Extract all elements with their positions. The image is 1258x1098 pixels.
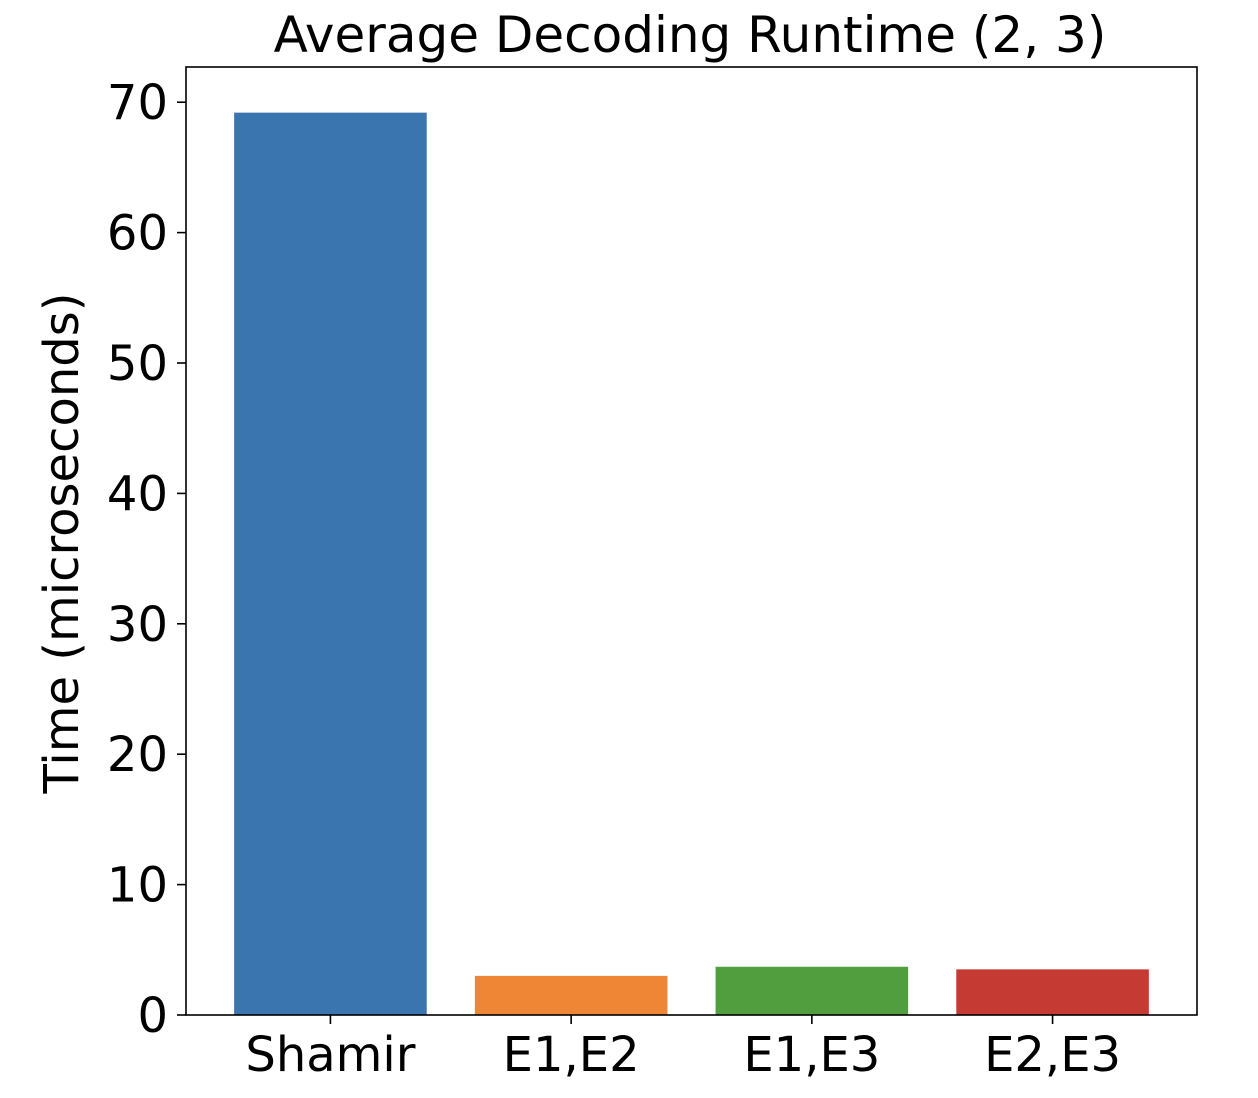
bar-shamir bbox=[234, 112, 427, 1015]
y-axis-label: Time (microseconds) bbox=[34, 293, 90, 795]
y-tick-label: 30 bbox=[107, 597, 168, 653]
bar-e2-e3 bbox=[956, 969, 1149, 1015]
bar-e1-e3 bbox=[715, 966, 909, 1015]
y-axis-ticks: 0 10 20 30 40 50 60 70 bbox=[107, 75, 186, 1044]
y-tick-label: 10 bbox=[107, 858, 168, 914]
x-tick-label: E1,E2 bbox=[503, 1027, 640, 1083]
x-tick-label: Shamir bbox=[245, 1027, 415, 1083]
chart-title: Average Decoding Runtime (2, 3) bbox=[274, 6, 1107, 64]
bar-e1-e2 bbox=[474, 975, 668, 1015]
x-tick-label: E2,E3 bbox=[984, 1027, 1121, 1083]
y-tick-label: 40 bbox=[107, 466, 168, 522]
y-tick-label: 70 bbox=[107, 75, 168, 131]
plot-frame bbox=[185, 66, 1198, 1016]
y-tick-label: 0 bbox=[137, 988, 168, 1044]
y-tick-label: 20 bbox=[107, 727, 168, 783]
y-tick-label: 50 bbox=[107, 336, 168, 392]
x-tick-label: E1,E3 bbox=[743, 1027, 880, 1083]
y-tick-label: 60 bbox=[107, 206, 168, 262]
bars-layer bbox=[234, 112, 1149, 1015]
x-axis-ticks: Shamir E1,E2 E1,E3 E2,E3 bbox=[245, 1015, 1121, 1083]
